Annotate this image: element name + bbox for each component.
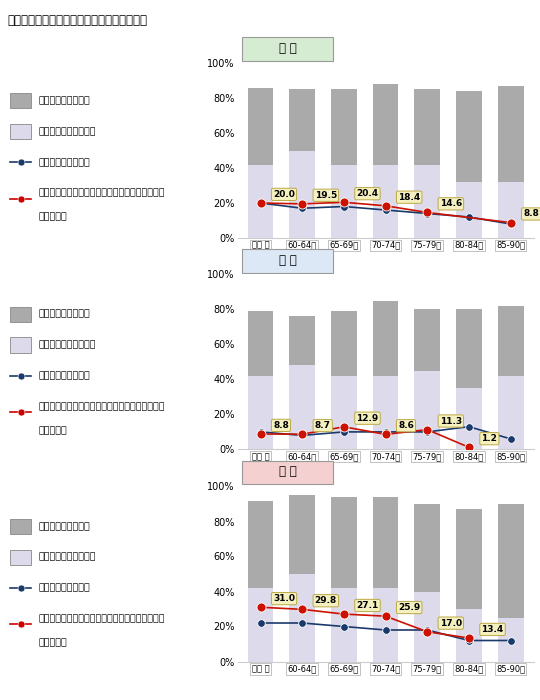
- Text: 8.7: 8.7: [315, 421, 330, 430]
- Text: 20.0: 20.0: [273, 190, 295, 199]
- Bar: [456, 388, 482, 449]
- Text: 生活に支障を感じる: 生活に支障を感じる: [38, 372, 90, 380]
- Bar: [331, 497, 357, 588]
- Bar: [498, 182, 523, 238]
- Bar: [289, 150, 315, 238]
- FancyBboxPatch shape: [242, 249, 333, 273]
- Bar: [248, 88, 273, 164]
- Bar: [10, 307, 31, 322]
- Bar: [414, 504, 440, 592]
- Bar: [331, 311, 357, 376]
- Bar: [10, 93, 31, 108]
- Bar: [289, 316, 315, 365]
- Bar: [414, 371, 440, 449]
- Bar: [10, 337, 31, 353]
- Text: 8.6: 8.6: [398, 421, 414, 430]
- Bar: [373, 301, 399, 376]
- Bar: [289, 365, 315, 449]
- Bar: [373, 376, 399, 449]
- Text: 発生頼度：よくある: 発生頼度：よくある: [38, 522, 90, 531]
- Bar: [498, 618, 523, 662]
- Bar: [456, 609, 482, 662]
- Text: 31.0: 31.0: [273, 594, 295, 603]
- Text: 発生頼度：よくある: 発生頼度：よくある: [38, 97, 90, 105]
- Text: 11.3: 11.3: [440, 416, 462, 426]
- Text: 発生頼度：たまにある: 発生頼度：たまにある: [38, 553, 96, 561]
- Text: 25.9: 25.9: [398, 603, 420, 612]
- Bar: [248, 500, 273, 588]
- Text: 1.2: 1.2: [482, 434, 497, 443]
- Text: 8.8: 8.8: [523, 209, 539, 218]
- Text: 何か良い商品やサービスを利用することで解消・: 何か良い商品やサービスを利用することで解消・: [38, 615, 165, 623]
- Text: 27.1: 27.1: [356, 601, 379, 610]
- Text: 8.8: 8.8: [273, 421, 289, 430]
- Bar: [248, 164, 273, 238]
- Bar: [498, 504, 523, 618]
- Bar: [456, 91, 482, 182]
- Bar: [289, 89, 315, 150]
- Bar: [373, 164, 399, 238]
- Text: 18.4: 18.4: [398, 193, 420, 202]
- Bar: [414, 89, 440, 164]
- Bar: [10, 124, 31, 139]
- Text: 29.8: 29.8: [315, 596, 337, 606]
- Text: 改善したい: 改善したい: [38, 638, 67, 647]
- Bar: [331, 588, 357, 662]
- Bar: [331, 164, 357, 238]
- FancyBboxPatch shape: [242, 461, 333, 484]
- Text: 困りごと：肌のシミ・しわが増えたと感じる: 困りごと：肌のシミ・しわが増えたと感じる: [7, 14, 147, 27]
- Text: 14.6: 14.6: [440, 199, 462, 209]
- Text: 生活に支障を感じる: 生活に支障を感じる: [38, 158, 90, 167]
- Bar: [456, 309, 482, 388]
- Bar: [498, 306, 523, 376]
- Bar: [373, 588, 399, 662]
- Text: 20.4: 20.4: [356, 189, 379, 198]
- Bar: [373, 497, 399, 588]
- Text: 12.9: 12.9: [356, 414, 379, 423]
- Text: 何か良い商品やサービスを利用することで解消・: 何か良い商品やサービスを利用することで解消・: [38, 402, 165, 411]
- Text: 全 体: 全 体: [279, 42, 296, 55]
- Text: 何か良い商品やサービスを利用することで解消・: 何か良い商品やサービスを利用することで解消・: [38, 189, 165, 197]
- Bar: [248, 376, 273, 449]
- Bar: [373, 84, 399, 164]
- Text: 改善したい: 改善したい: [38, 426, 67, 435]
- Bar: [10, 519, 31, 534]
- Bar: [414, 164, 440, 238]
- FancyBboxPatch shape: [242, 37, 333, 61]
- Text: 13.4: 13.4: [482, 625, 504, 634]
- Text: 男 性: 男 性: [279, 254, 296, 267]
- Bar: [498, 376, 523, 449]
- Bar: [248, 311, 273, 376]
- Bar: [289, 574, 315, 662]
- Bar: [248, 588, 273, 662]
- Text: 発生頼度：たまにある: 発生頼度：たまにある: [38, 127, 96, 136]
- Bar: [498, 86, 523, 182]
- Text: 発生頼度：たまにある: 発生頼度：たまにある: [38, 341, 96, 349]
- Text: 17.0: 17.0: [440, 619, 462, 628]
- Text: 生活に支障を感じる: 生活に支障を感じる: [38, 584, 90, 592]
- Bar: [10, 550, 31, 565]
- Text: 女 性: 女 性: [279, 466, 296, 478]
- Bar: [289, 496, 315, 574]
- Bar: [456, 182, 482, 238]
- Text: 発生頼度：よくある: 発生頼度：よくある: [38, 310, 90, 319]
- Bar: [331, 89, 357, 164]
- Text: 改善したい: 改善したい: [38, 213, 67, 221]
- Bar: [414, 309, 440, 371]
- Bar: [331, 376, 357, 449]
- Bar: [414, 592, 440, 662]
- Bar: [456, 510, 482, 609]
- Text: 19.5: 19.5: [315, 190, 337, 199]
